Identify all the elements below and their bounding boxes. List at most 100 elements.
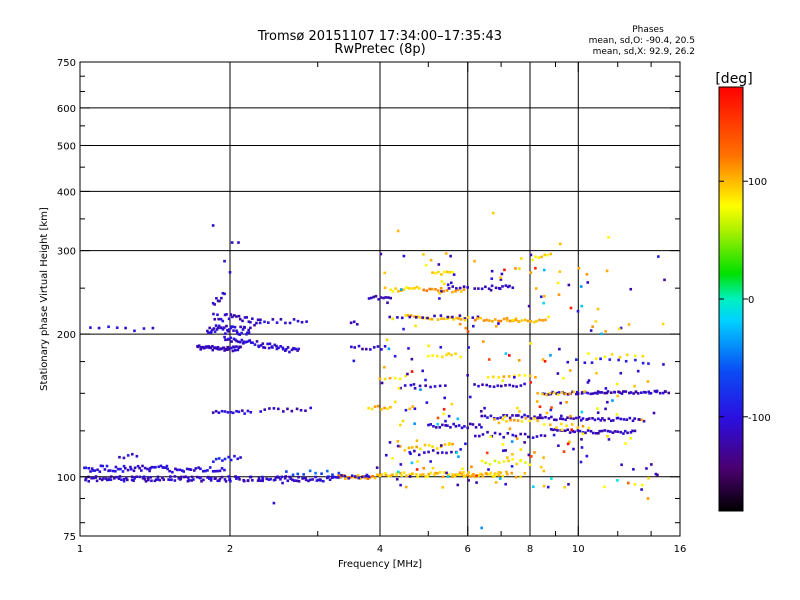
data-point xyxy=(211,344,214,348)
data-point xyxy=(358,477,362,481)
data-point xyxy=(353,346,357,349)
data-point xyxy=(449,316,452,319)
data-point xyxy=(629,391,633,394)
data-point xyxy=(281,347,285,351)
data-point xyxy=(107,477,111,481)
data-point xyxy=(591,325,594,329)
data-point xyxy=(185,467,189,471)
data-point xyxy=(266,321,270,324)
data-point xyxy=(184,475,188,479)
data-point xyxy=(151,326,155,330)
data-point xyxy=(365,473,369,477)
data-point xyxy=(97,326,101,330)
data-point xyxy=(480,473,484,477)
data-point xyxy=(542,301,545,305)
data-point xyxy=(615,382,619,386)
data-point xyxy=(279,345,282,348)
data-point xyxy=(647,362,650,365)
data-point xyxy=(599,357,602,361)
data-point xyxy=(529,271,533,274)
data-point xyxy=(520,319,524,322)
data-point xyxy=(220,475,224,479)
data-point xyxy=(511,384,515,388)
data-point xyxy=(296,319,300,323)
data-point xyxy=(528,374,532,378)
data-point xyxy=(361,347,364,351)
data-point xyxy=(662,363,665,366)
data-point xyxy=(566,428,570,432)
data-point xyxy=(289,477,293,481)
data-point xyxy=(466,316,470,319)
data-point xyxy=(397,387,401,390)
data-point xyxy=(418,447,422,451)
data-point xyxy=(220,467,224,470)
data-point xyxy=(396,439,400,443)
data-point xyxy=(506,285,510,289)
data-point xyxy=(366,477,370,481)
data-point xyxy=(403,384,407,387)
data-point xyxy=(421,316,424,319)
data-point xyxy=(393,400,397,404)
data-point xyxy=(444,424,447,427)
data-point xyxy=(502,449,505,452)
data-point xyxy=(606,400,609,404)
data-point xyxy=(533,415,536,419)
data-point xyxy=(577,267,581,270)
data-point xyxy=(280,475,284,479)
data-point xyxy=(229,458,233,462)
data-point xyxy=(603,355,607,359)
data-point xyxy=(403,448,407,452)
data-point xyxy=(367,475,371,478)
data-point xyxy=(370,407,374,411)
data-point xyxy=(166,467,169,471)
data-point xyxy=(217,411,221,414)
data-point xyxy=(388,441,392,444)
data-point xyxy=(442,282,446,286)
data-point xyxy=(237,476,240,479)
data-point xyxy=(255,340,259,343)
data-point xyxy=(356,473,360,477)
data-point xyxy=(220,347,223,351)
data-point xyxy=(211,301,215,305)
data-point xyxy=(448,270,452,274)
data-point xyxy=(410,357,414,361)
data-point xyxy=(620,463,623,467)
data-point xyxy=(552,433,556,437)
data-point xyxy=(629,431,633,434)
data-point xyxy=(133,476,137,480)
data-point xyxy=(523,432,527,436)
data-point xyxy=(229,336,232,340)
data-point xyxy=(450,402,454,406)
data-point xyxy=(431,271,434,274)
data-point xyxy=(419,388,422,391)
data-point xyxy=(143,478,147,481)
data-point xyxy=(355,322,359,326)
data-point xyxy=(427,344,430,348)
data-point xyxy=(336,476,340,479)
data-point xyxy=(473,318,477,322)
data-point xyxy=(631,419,635,423)
data-point xyxy=(211,328,214,332)
data-point xyxy=(135,475,138,479)
data-point xyxy=(644,391,647,394)
data-point xyxy=(593,391,597,395)
data-point xyxy=(285,470,288,473)
data-point xyxy=(171,470,174,474)
data-point xyxy=(528,463,532,467)
data-point xyxy=(534,266,537,270)
data-point xyxy=(411,405,415,408)
data-point xyxy=(502,414,505,417)
data-point xyxy=(412,383,416,386)
data-point xyxy=(126,454,130,457)
data-point xyxy=(423,451,426,454)
data-point xyxy=(399,463,403,466)
data-point xyxy=(576,309,580,313)
data-point xyxy=(550,415,553,419)
data-point xyxy=(471,324,475,328)
data-point xyxy=(438,384,442,388)
data-point xyxy=(349,321,353,325)
data-point xyxy=(517,414,520,417)
data-point xyxy=(178,468,182,472)
data-point xyxy=(515,462,518,466)
data-point xyxy=(281,346,285,350)
